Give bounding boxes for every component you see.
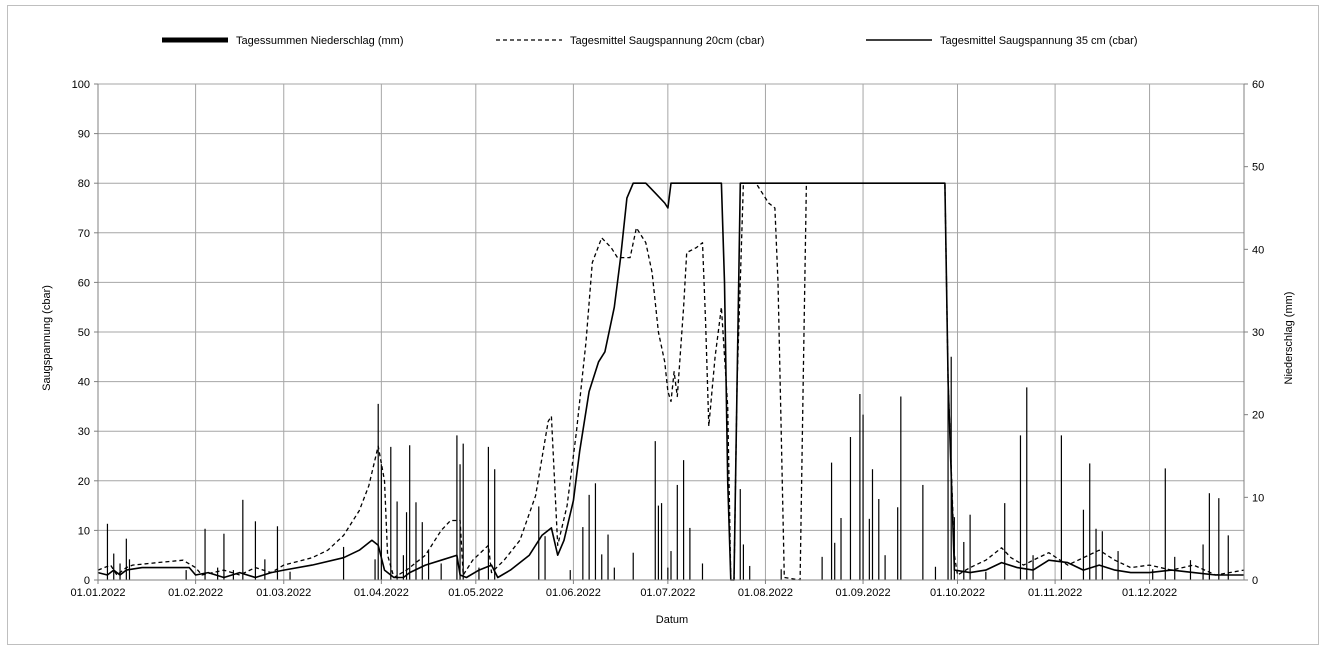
legend-item-suction-35cm: Tagesmittel Saugspannung 35 cm (cbar) — [866, 35, 1138, 47]
y-right-tick-label: 50 — [1252, 162, 1264, 174]
legend-label-precipitation: Tagessummen Niederschlag (mm) — [236, 35, 404, 47]
x-tick-label: 01.10.2022 — [930, 587, 985, 599]
legend-item-precipitation: Tagessummen Niederschlag (mm) — [162, 35, 404, 47]
legend: Tagessummen Niederschlag (mm) Tagesmitte… — [162, 35, 1138, 47]
suction-lines — [97, 182, 1245, 581]
y-right-tick-label: 0 — [1252, 575, 1258, 587]
y-left-tick-label: 30 — [78, 426, 90, 438]
series-line-suction-35cm — [97, 182, 1244, 581]
axes: 0 10 20 30 40 50 60 70 80 90 100 0 10 20 30 40 50 60 01.01… — [70, 79, 1264, 599]
x-tick-label: 01.11.2022 — [1028, 587, 1082, 599]
y-right-tick-label: 30 — [1252, 327, 1264, 339]
chart-svg: 0 10 20 30 40 50 60 70 80 90 100 0 10 20 30 40 50 60 01.01… — [41, 35, 1295, 626]
y-axis-label-right: Niederschlag (mm) — [1283, 292, 1295, 385]
y-left-tick-label: 0 — [84, 575, 90, 587]
x-tick-label: 01.01.2022 — [70, 587, 125, 599]
x-tick-label: 01.06.2022 — [546, 587, 601, 599]
y-right-tick-label: 20 — [1252, 410, 1264, 422]
x-tick-label: 01.07.2022 — [640, 587, 695, 599]
x-tick-label: 01.08.2022 — [738, 587, 793, 599]
x-tick-label: 01.12.2022 — [1122, 587, 1177, 599]
y-left-tick-label: 50 — [78, 327, 90, 339]
y-left-tick-label: 20 — [78, 476, 90, 488]
series-line-suction-20cm — [97, 182, 1245, 581]
chart-frame: 0 10 20 30 40 50 60 70 80 90 100 0 10 20 30 40 50 60 01.01… — [7, 5, 1319, 645]
y-left-tick-label: 80 — [78, 178, 90, 190]
legend-label-suction-20cm: Tagesmittel Saugspannung 20cm (cbar) — [570, 35, 764, 47]
y-left-tick-label: 100 — [72, 79, 90, 91]
legend-item-suction-20cm: Tagesmittel Saugspannung 20cm (cbar) — [496, 35, 764, 47]
x-axis-label: Datum — [656, 614, 688, 626]
gridlines — [98, 83, 1244, 580]
x-tick-label: 01.03.2022 — [256, 587, 311, 599]
y-left-tick-label: 60 — [78, 277, 90, 289]
x-tick-label: 01.09.2022 — [836, 587, 891, 599]
y-right-tick-label: 60 — [1252, 79, 1264, 91]
x-tick-label: 01.05.2022 — [448, 587, 503, 599]
y-axis-label-left: Saugspannung (cbar) — [41, 285, 53, 391]
y-left-tick-label: 70 — [78, 228, 90, 240]
legend-label-suction-35cm: Tagesmittel Saugspannung 35 cm (cbar) — [940, 35, 1138, 47]
y-left-tick-label: 90 — [78, 129, 90, 141]
x-tick-label: 01.04.2022 — [354, 587, 409, 599]
y-right-tick-label: 40 — [1252, 244, 1264, 256]
x-tick-label: 01.02.2022 — [168, 587, 223, 599]
y-left-tick-label: 10 — [78, 525, 90, 537]
y-left-tick-label: 40 — [78, 377, 90, 389]
y-right-tick-label: 10 — [1252, 492, 1264, 504]
